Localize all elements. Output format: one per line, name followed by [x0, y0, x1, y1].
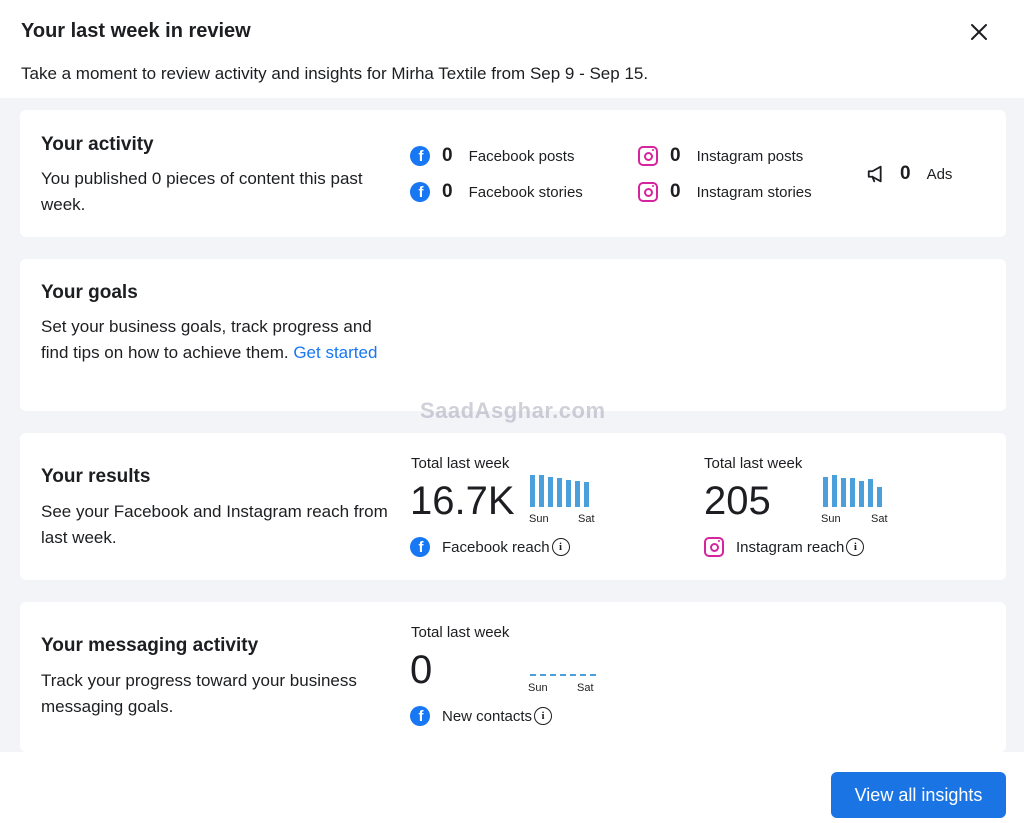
messaging-description: Track your progress toward your business…: [41, 671, 357, 716]
view-all-insights-button[interactable]: View all insights: [831, 772, 1006, 818]
instagram-reach-value: 205: [704, 479, 771, 523]
instagram-reach-bar: [841, 478, 846, 507]
messaging-tick-end: Sat: [577, 682, 594, 694]
facebook-reach-bar: [584, 482, 589, 507]
review-content: Your activity You published 0 pieces of …: [0, 98, 1024, 752]
facebook-icon: f: [410, 706, 430, 726]
instagram-reach-bar: [823, 477, 828, 507]
info-icon[interactable]: i: [534, 707, 553, 725]
metric-ads: 0 Ads: [866, 162, 952, 186]
get-started-link[interactable]: Get started: [293, 343, 378, 362]
activity-title: Your activity: [41, 134, 154, 155]
instagram-tick-end: Sat: [871, 513, 888, 525]
facebook-reach-bar: [566, 480, 571, 507]
instagram-icon: [638, 146, 658, 166]
goals-title: Your goals: [41, 282, 138, 303]
facebook-icon: f: [410, 146, 430, 166]
facebook-tick-end: Sat: [578, 513, 595, 525]
instagram-reach-bar: [832, 475, 837, 507]
facebook-total-label: Total last week: [411, 455, 510, 472]
instagram-tick-start: Sun: [821, 513, 841, 525]
goals-card: Your goals Set your business goals, trac…: [20, 259, 1006, 411]
messaging-card: Your messaging activity Track your progr…: [20, 602, 1006, 752]
results-title: Your results: [41, 466, 151, 487]
dialog-footer: View all insights: [0, 752, 1024, 823]
instagram-icon: [704, 537, 724, 557]
facebook-reach-label: Facebook reach: [442, 538, 550, 556]
results-card: Your results See your Facebook and Insta…: [20, 433, 1006, 580]
close-icon[interactable]: [967, 20, 991, 44]
facebook-icon: f: [410, 182, 430, 202]
facebook-tick-start: Sun: [529, 513, 549, 525]
instagram-total-label: Total last week: [704, 455, 803, 472]
instagram-reach-sparkline: [823, 475, 882, 507]
messaging-sparkline: [530, 674, 596, 676]
facebook-reach-bar: [548, 477, 553, 507]
instagram-reach-row: Instagram reach i: [704, 537, 865, 557]
watermark: SaadAsghar.com: [420, 398, 606, 423]
messaging-title: Your messaging activity: [41, 635, 259, 656]
goals-description: Set your business goals, track progress …: [41, 317, 378, 362]
new-contacts-label: New contacts: [442, 707, 533, 725]
facebook-reach-sparkline: [530, 475, 589, 507]
instagram-reach-bar: [868, 479, 873, 507]
instagram-reach-label: Instagram reach: [736, 538, 845, 556]
info-icon[interactable]: i: [846, 538, 865, 556]
facebook-reach-value: 16.7K: [410, 479, 515, 523]
messaging-tick-start: Sun: [528, 682, 548, 694]
facebook-reach-bar: [575, 481, 580, 507]
activity-card: Your activity You published 0 pieces of …: [20, 110, 1006, 237]
instagram-reach-bar: [850, 478, 855, 507]
metric-instagram-stories: 0 Instagram stories: [638, 180, 812, 204]
facebook-reach-bar: [530, 475, 535, 507]
info-icon[interactable]: i: [551, 538, 570, 556]
facebook-reach-bar: [557, 478, 562, 507]
instagram-reach-bar: [859, 481, 864, 507]
metric-facebook-stories: f 0 Facebook stories: [410, 180, 583, 204]
facebook-reach-bar: [539, 475, 544, 507]
facebook-reach-row: f Facebook reach i: [410, 537, 570, 557]
megaphone-icon: [867, 165, 882, 183]
dialog-header: Your last week in review: [21, 16, 1003, 46]
dialog-title: Your last week in review: [21, 20, 251, 42]
instagram-icon: [638, 182, 658, 202]
results-description: See your Facebook and Instagram reach fr…: [41, 502, 388, 547]
dialog-subtitle: Take a moment to review activity and ins…: [21, 64, 649, 83]
metric-facebook-posts: f 0 Facebook posts: [410, 144, 574, 168]
new-contacts-row: f New contacts i: [410, 706, 553, 726]
metric-instagram-posts: 0 Instagram posts: [638, 144, 803, 168]
facebook-icon: f: [410, 537, 430, 557]
messaging-total-label: Total last week: [411, 624, 510, 641]
close-button[interactable]: [967, 20, 991, 44]
activity-description: You published 0 pieces of content this p…: [41, 169, 363, 214]
messaging-value: 0: [410, 648, 433, 692]
instagram-reach-bar: [877, 487, 882, 507]
